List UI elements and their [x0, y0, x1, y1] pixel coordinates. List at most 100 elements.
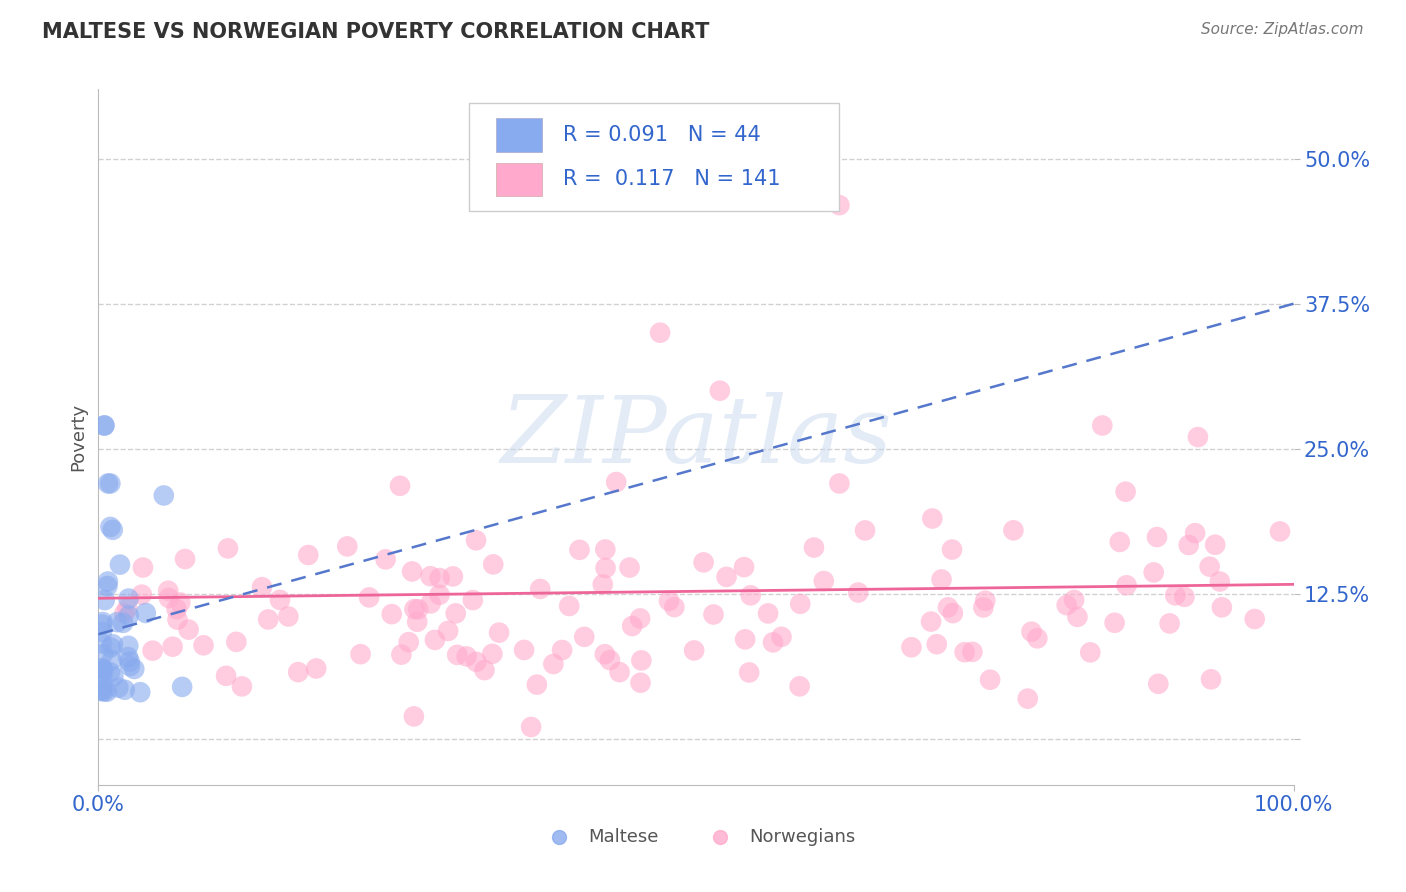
Point	[166, 602, 188, 616]
Point	[543, 657, 565, 671]
FancyBboxPatch shape	[470, 103, 839, 211]
Point	[215, 669, 238, 683]
Point	[153, 488, 176, 502]
Point	[609, 665, 631, 680]
Point	[97, 574, 120, 589]
Point	[1184, 526, 1206, 541]
Point	[1078, 645, 1101, 659]
Point	[481, 647, 503, 661]
Point	[709, 819, 731, 833]
Point	[100, 640, 122, 655]
Point	[619, 560, 641, 574]
Point	[117, 591, 139, 606]
Point	[558, 599, 581, 613]
Point	[402, 709, 425, 723]
Point	[423, 632, 446, 647]
Point	[1243, 612, 1265, 626]
Point	[107, 681, 129, 695]
Point	[1209, 574, 1232, 589]
Point	[1002, 524, 1025, 538]
Point	[740, 588, 762, 602]
Point	[1177, 538, 1199, 552]
Point	[465, 533, 488, 548]
Point	[91, 662, 114, 676]
Point	[1056, 598, 1078, 612]
Point	[404, 602, 426, 616]
Point	[441, 569, 464, 583]
Point	[91, 647, 114, 661]
Point	[574, 630, 596, 644]
Point	[124, 662, 146, 676]
Point	[1026, 632, 1049, 646]
Point	[250, 580, 273, 594]
Point	[599, 653, 621, 667]
Point	[406, 602, 429, 616]
Point	[1187, 430, 1209, 444]
Point	[664, 600, 686, 615]
Bar	[496, 162, 541, 196]
Point	[287, 665, 309, 680]
Point	[91, 665, 114, 679]
Point	[118, 608, 141, 623]
Point	[169, 595, 191, 609]
Point	[142, 643, 165, 657]
Point	[692, 555, 714, 569]
Point	[437, 624, 460, 638]
Point	[391, 648, 413, 662]
Point	[401, 565, 423, 579]
Point	[716, 570, 738, 584]
Point	[305, 661, 328, 675]
Point	[135, 606, 157, 620]
Point	[96, 579, 118, 593]
Point	[621, 619, 644, 633]
Point	[118, 655, 141, 669]
Point	[1066, 610, 1088, 624]
Point	[474, 663, 496, 677]
Text: Maltese: Maltese	[589, 828, 659, 847]
Point	[762, 635, 785, 649]
Point	[91, 636, 114, 650]
Point	[277, 609, 299, 624]
Point	[231, 679, 253, 693]
Point	[91, 624, 114, 639]
Point	[461, 593, 484, 607]
Point	[91, 684, 114, 698]
Point	[1146, 530, 1168, 544]
Point	[91, 665, 114, 679]
Point	[482, 558, 505, 572]
Point	[297, 548, 319, 562]
Point	[1017, 691, 1039, 706]
Point	[1115, 578, 1137, 592]
Point	[108, 558, 131, 572]
Point	[1198, 559, 1220, 574]
Point	[1104, 615, 1126, 630]
Point	[1143, 566, 1166, 580]
Point	[100, 653, 122, 667]
Point	[91, 617, 114, 632]
Point	[920, 615, 942, 629]
Point	[429, 588, 451, 602]
Point	[103, 670, 125, 684]
Text: R = 0.091   N = 44: R = 0.091 N = 44	[564, 125, 761, 145]
Point	[93, 684, 115, 698]
Point	[1063, 593, 1085, 607]
Point	[962, 645, 984, 659]
Point	[595, 542, 617, 557]
Point	[172, 680, 194, 694]
Point	[398, 635, 420, 649]
Point	[526, 678, 548, 692]
Point	[193, 638, 215, 652]
Point	[1199, 673, 1222, 687]
Point	[389, 479, 412, 493]
Point	[1164, 588, 1187, 602]
Point	[93, 418, 115, 433]
Point	[456, 649, 478, 664]
Point	[112, 615, 135, 630]
Point	[941, 542, 963, 557]
Point	[97, 476, 120, 491]
Point	[1204, 538, 1226, 552]
Point	[683, 643, 706, 657]
Point	[953, 645, 976, 659]
Point	[1091, 418, 1114, 433]
Point	[96, 685, 118, 699]
